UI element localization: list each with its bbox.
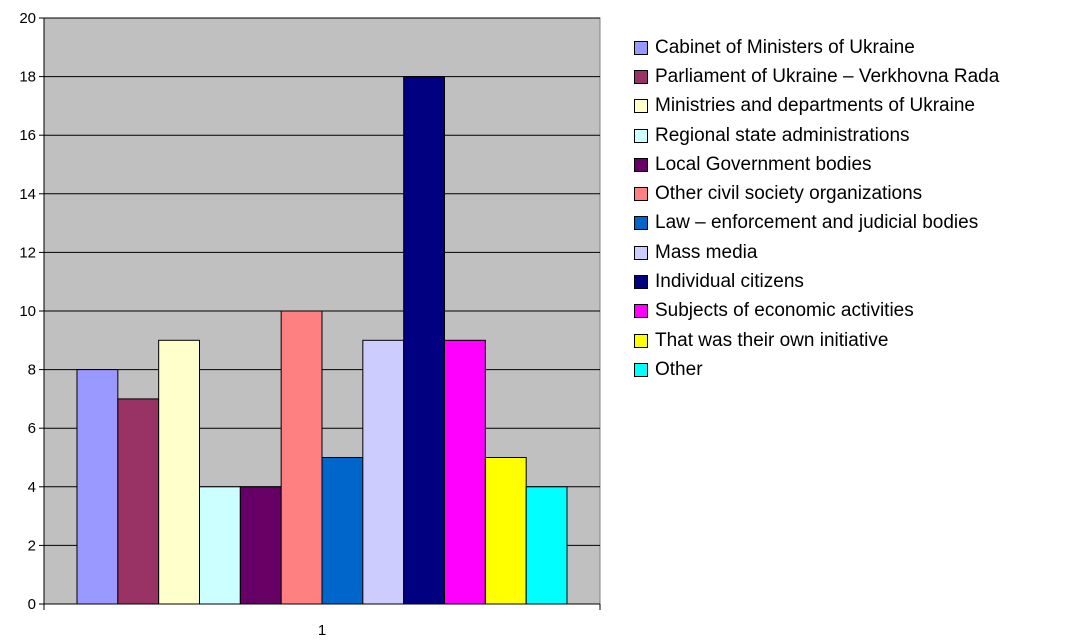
legend-item: Local Government bodies [634, 150, 999, 179]
legend-item: Ministries and departments of Ukraine [634, 92, 999, 121]
legend-item: Individual citizens [634, 267, 999, 296]
legend-label: That was their own initiative [655, 329, 889, 351]
bar [239, 486, 282, 605]
y-tick-label: 18 [19, 69, 36, 86]
legend-label: Subjects of economic activities [655, 300, 914, 322]
legend-item: Mass media [634, 238, 999, 267]
legend-swatch [634, 245, 648, 260]
bar [362, 339, 405, 605]
legend-item: Other [634, 355, 999, 384]
y-tick-label: 12 [19, 244, 36, 261]
legend-swatch [634, 304, 648, 319]
legend-swatch [634, 362, 648, 377]
y-tick-label: 8 [28, 362, 36, 379]
bar [76, 369, 119, 605]
legend-swatch [634, 157, 648, 172]
legend: Cabinet of Ministers of Ukraine Parliamen… [634, 33, 999, 385]
legend-label: Ministries and departments of Ukraine [655, 95, 975, 117]
legend-item: Cabinet of Ministers of Ukraine [634, 33, 999, 62]
y-tick-label: 0 [28, 596, 36, 613]
bar [199, 486, 241, 605]
legend-label: Local Government bodies [655, 153, 872, 175]
y-tick-label: 14 [19, 186, 36, 203]
legend-swatch [634, 69, 648, 84]
legend-item: Regional state administrations [634, 121, 999, 150]
legend-label: Other [655, 358, 703, 380]
legend-label: Regional state administrations [655, 124, 910, 146]
legend-swatch [634, 216, 648, 231]
legend-item: Subjects of economic activities [634, 297, 999, 326]
y-tick-label: 20 [19, 10, 36, 27]
legend-item: That was their own initiative [634, 326, 999, 355]
legend-swatch [634, 187, 648, 202]
bar [403, 76, 445, 605]
y-tick-label: 16 [19, 127, 36, 144]
bar [444, 339, 486, 605]
y-tick-label: 2 [28, 537, 36, 554]
y-tick-label: 4 [28, 479, 36, 496]
legend-item: Law – enforcement and judicial bodies [634, 209, 999, 238]
x-tick-label: 1 [318, 622, 326, 639]
y-tick-label: 6 [28, 420, 36, 437]
bar [321, 457, 364, 605]
legend-swatch [634, 40, 648, 55]
legend-label: Parliament of Ukraine – Verkhovna Rada [655, 65, 1000, 87]
legend-swatch [634, 128, 648, 143]
legend-label: Mass media [655, 241, 758, 263]
legend-label: Individual citizens [655, 271, 804, 293]
y-tick-label: 10 [19, 303, 36, 320]
bar [484, 457, 527, 605]
bar [280, 310, 323, 605]
legend-swatch [634, 99, 648, 114]
bar [158, 339, 201, 605]
bar [117, 398, 160, 605]
y-axis-ticks: 0 2 4 6 8 10 12 14 16 18 20 [19, 10, 44, 613]
bar [525, 486, 568, 605]
legend-item: Other civil society organizations [634, 179, 999, 208]
legend-swatch [634, 275, 648, 290]
legend-label: Law – enforcement and judicial bodies [655, 212, 979, 234]
legend-label: Cabinet of Ministers of Ukraine [655, 36, 915, 58]
x-axis-ticks: 1 [43, 604, 601, 639]
legend-label: Other civil society organizations [655, 183, 923, 205]
legend-item: Parliament of Ukraine – Verkhovna Rada [634, 62, 999, 91]
legend-swatch [634, 333, 648, 348]
